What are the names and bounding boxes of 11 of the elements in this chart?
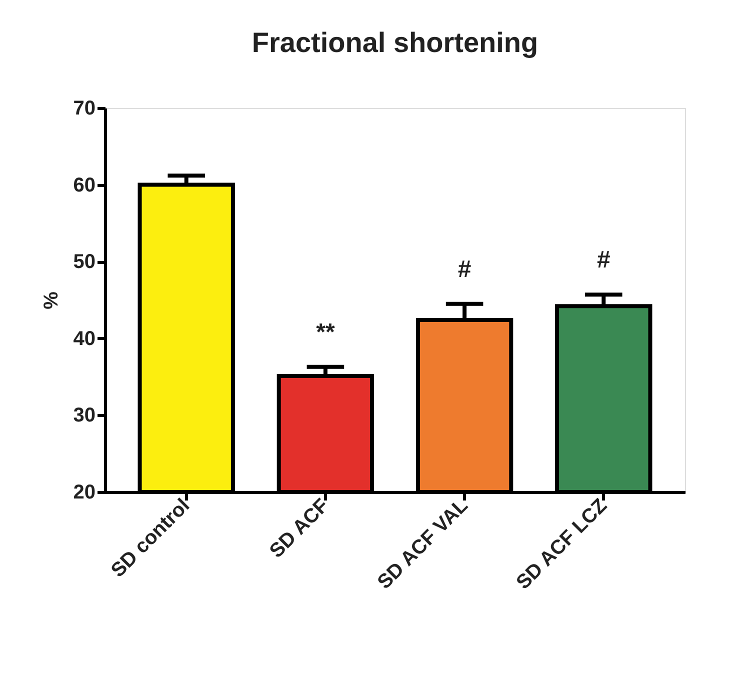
y-tick-label: 30 [73, 404, 96, 427]
y-tick-label: 70 [73, 98, 96, 120]
y-tick-label: 20 [73, 482, 96, 504]
annotation: # [596, 246, 610, 274]
chart-title: Fractional shortening [252, 27, 538, 58]
y-tick-label: 40 [73, 328, 96, 350]
y-tick-label: 60 [73, 174, 96, 196]
y-axis-title: % [40, 291, 62, 310]
annotation: # [458, 256, 472, 283]
annotation: ** [316, 318, 336, 346]
y-tick-label: 50 [73, 251, 96, 274]
